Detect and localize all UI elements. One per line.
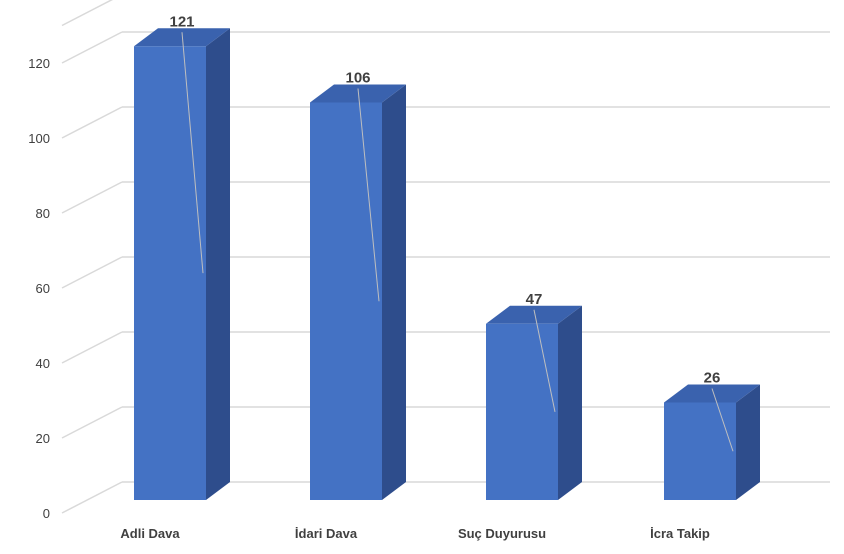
bar-top — [664, 384, 760, 403]
x-category-label: İcra Takip — [650, 526, 710, 541]
data-label-leader — [533, 309, 556, 412]
x-category-label: Suç Duyurusu — [458, 526, 546, 541]
bar — [310, 102, 382, 500]
x-category-label: Adli Dava — [120, 526, 180, 541]
gridline-depth — [61, 331, 123, 364]
bar-top — [486, 305, 582, 324]
gridline-depth — [61, 31, 123, 64]
x-category-label: İdari Dava — [295, 526, 358, 541]
data-label: 26 — [704, 370, 721, 387]
y-tick-label: 0 — [43, 506, 50, 521]
data-label-leader — [357, 88, 380, 302]
bar-side — [382, 84, 406, 500]
bar — [134, 46, 206, 500]
y-tick-label: 40 — [36, 356, 50, 371]
gridline-depth — [61, 0, 113, 27]
bar-side — [206, 28, 230, 500]
y-tick-label: 120 — [28, 56, 50, 71]
bar-side — [736, 384, 760, 500]
data-label: 47 — [526, 291, 543, 308]
gridline-depth — [61, 106, 123, 139]
data-label: 106 — [345, 70, 370, 87]
y-tick-label: 80 — [36, 206, 50, 221]
data-label-leader — [181, 32, 204, 274]
gridline-depth — [61, 181, 123, 214]
bar — [486, 323, 558, 500]
gridline-depth — [61, 406, 123, 439]
gridline-depth — [61, 481, 123, 514]
data-label: 121 — [169, 13, 194, 30]
y-tick-label: 100 — [28, 131, 50, 146]
gridline-depth — [61, 256, 123, 289]
y-tick-label: 60 — [36, 281, 50, 296]
y-tick-label: 20 — [36, 431, 50, 446]
bar-side — [558, 305, 582, 500]
bar — [664, 402, 736, 500]
data-label-leader — [711, 388, 734, 452]
